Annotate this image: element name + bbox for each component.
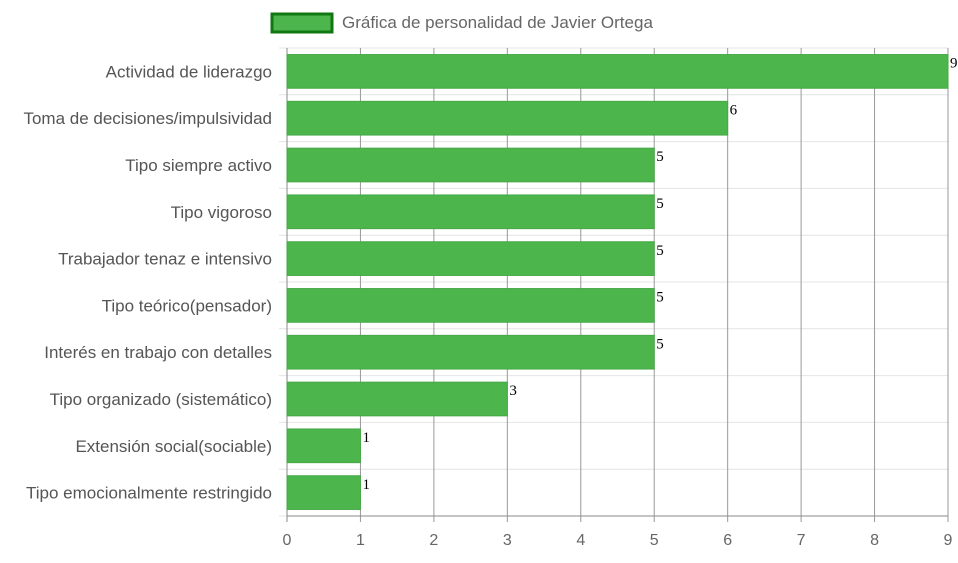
x-tick-label: 9 <box>944 532 953 549</box>
category-label: Tipo teórico(pensador) <box>102 296 272 315</box>
legend-label: Gráfica de personalidad de Javier Ortega <box>342 13 653 32</box>
data-label: 1 <box>362 430 370 446</box>
category-label: Tipo emocionalmente restringido <box>26 484 272 503</box>
bar[interactable] <box>286 428 361 464</box>
bar[interactable] <box>286 147 655 183</box>
x-tick-label: 6 <box>723 532 732 549</box>
x-tick-label: 0 <box>283 532 292 549</box>
data-label: 5 <box>656 243 664 259</box>
bar[interactable] <box>286 241 655 276</box>
category-label: Tipo vigoroso <box>171 203 272 222</box>
x-tick-label: 4 <box>576 532 585 549</box>
bar[interactable] <box>286 475 361 510</box>
legend-swatch[interactable] <box>270 12 334 34</box>
category-label: Actividad de liderazgo <box>106 62 272 81</box>
bar[interactable] <box>286 334 655 370</box>
bar[interactable] <box>286 194 655 230</box>
data-label: 6 <box>730 102 738 118</box>
bar[interactable] <box>286 54 949 89</box>
category-label: Toma de decisiones/impulsividad <box>23 109 272 128</box>
category-label: Interés en trabajo con detalles <box>44 343 272 362</box>
bar[interactable] <box>286 381 508 417</box>
x-tick-label: 7 <box>797 532 806 549</box>
category-label: Trabajador tenaz e intensivo <box>58 250 272 269</box>
bars <box>286 54 949 510</box>
x-tick-label: 3 <box>503 532 512 549</box>
category-labels: Actividad de liderazgo Toma de decisiones… <box>23 62 272 502</box>
data-labels: 9 6 5 5 5 5 5 3 1 1 <box>362 56 957 493</box>
legend[interactable]: Gráfica de personalidad de Javier Ortega <box>270 12 653 34</box>
category-label: Tipo siempre activo <box>125 156 272 175</box>
data-label: 1 <box>362 477 370 493</box>
data-label: 9 <box>950 56 958 72</box>
data-label: 5 <box>656 149 664 165</box>
x-tick-label: 8 <box>870 532 879 549</box>
bar[interactable] <box>286 100 729 136</box>
data-label: 3 <box>509 383 517 399</box>
data-label: 5 <box>656 290 664 306</box>
x-tick-label: 5 <box>650 532 659 549</box>
category-label: Tipo organizado (sistemático) <box>50 390 272 409</box>
data-label: 5 <box>656 336 664 352</box>
bar[interactable] <box>286 288 655 323</box>
category-label: Extensión social(sociable) <box>75 437 272 456</box>
x-tick-labels: 0 1 2 3 4 5 6 7 8 9 <box>283 532 953 549</box>
x-tick-label: 2 <box>429 532 438 549</box>
x-tick-label: 1 <box>356 532 365 549</box>
data-label: 5 <box>656 196 664 212</box>
